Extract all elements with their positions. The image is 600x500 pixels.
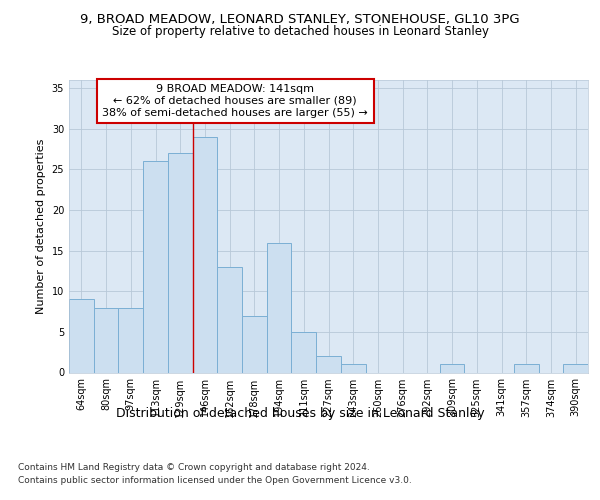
Text: 9, BROAD MEADOW, LEONARD STANLEY, STONEHOUSE, GL10 3PG: 9, BROAD MEADOW, LEONARD STANLEY, STONEH…	[80, 12, 520, 26]
Text: Contains public sector information licensed under the Open Government Licence v3: Contains public sector information licen…	[18, 476, 412, 485]
Bar	[242, 316, 267, 372]
Text: Size of property relative to detached houses in Leonard Stanley: Size of property relative to detached ho…	[112, 25, 488, 38]
Bar	[118, 308, 143, 372]
Bar	[316, 356, 341, 372]
Bar	[94, 308, 118, 372]
Text: 9 BROAD MEADOW: 141sqm
← 62% of detached houses are smaller (89)
38% of semi-det: 9 BROAD MEADOW: 141sqm ← 62% of detached…	[102, 84, 368, 117]
Text: Contains HM Land Registry data © Crown copyright and database right 2024.: Contains HM Land Registry data © Crown c…	[18, 462, 370, 471]
Y-axis label: Number of detached properties: Number of detached properties	[36, 138, 46, 314]
Text: Distribution of detached houses by size in Leonard Stanley: Distribution of detached houses by size …	[116, 408, 484, 420]
Bar	[440, 364, 464, 372]
Bar	[143, 161, 168, 372]
Bar	[563, 364, 588, 372]
Bar	[69, 300, 94, 372]
Bar	[514, 364, 539, 372]
Bar	[292, 332, 316, 372]
Bar	[217, 267, 242, 372]
Bar	[168, 153, 193, 372]
Bar	[267, 242, 292, 372]
Bar	[193, 137, 217, 372]
Bar	[341, 364, 365, 372]
